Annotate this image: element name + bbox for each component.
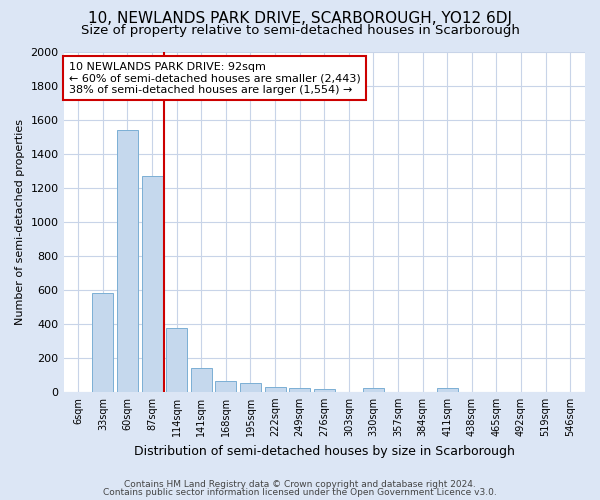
Text: Contains HM Land Registry data © Crown copyright and database right 2024.: Contains HM Land Registry data © Crown c… xyxy=(124,480,476,489)
Text: Contains public sector information licensed under the Open Government Licence v3: Contains public sector information licen… xyxy=(103,488,497,497)
Text: 10, NEWLANDS PARK DRIVE, SCARBOROUGH, YO12 6DJ: 10, NEWLANDS PARK DRIVE, SCARBOROUGH, YO… xyxy=(88,11,512,26)
Bar xyxy=(166,328,187,392)
Bar xyxy=(314,390,335,392)
X-axis label: Distribution of semi-detached houses by size in Scarborough: Distribution of semi-detached houses by … xyxy=(134,444,515,458)
Bar xyxy=(363,388,384,392)
Bar xyxy=(92,293,113,392)
Bar xyxy=(215,380,236,392)
Text: Size of property relative to semi-detached houses in Scarborough: Size of property relative to semi-detach… xyxy=(80,24,520,37)
Bar xyxy=(265,387,286,392)
Y-axis label: Number of semi-detached properties: Number of semi-detached properties xyxy=(15,118,25,324)
Bar xyxy=(142,176,163,392)
Bar xyxy=(240,384,261,392)
Text: 10 NEWLANDS PARK DRIVE: 92sqm
← 60% of semi-detached houses are smaller (2,443)
: 10 NEWLANDS PARK DRIVE: 92sqm ← 60% of s… xyxy=(69,62,361,95)
Bar xyxy=(191,368,212,392)
Bar xyxy=(117,130,138,392)
Bar xyxy=(437,388,458,392)
Bar xyxy=(289,388,310,392)
